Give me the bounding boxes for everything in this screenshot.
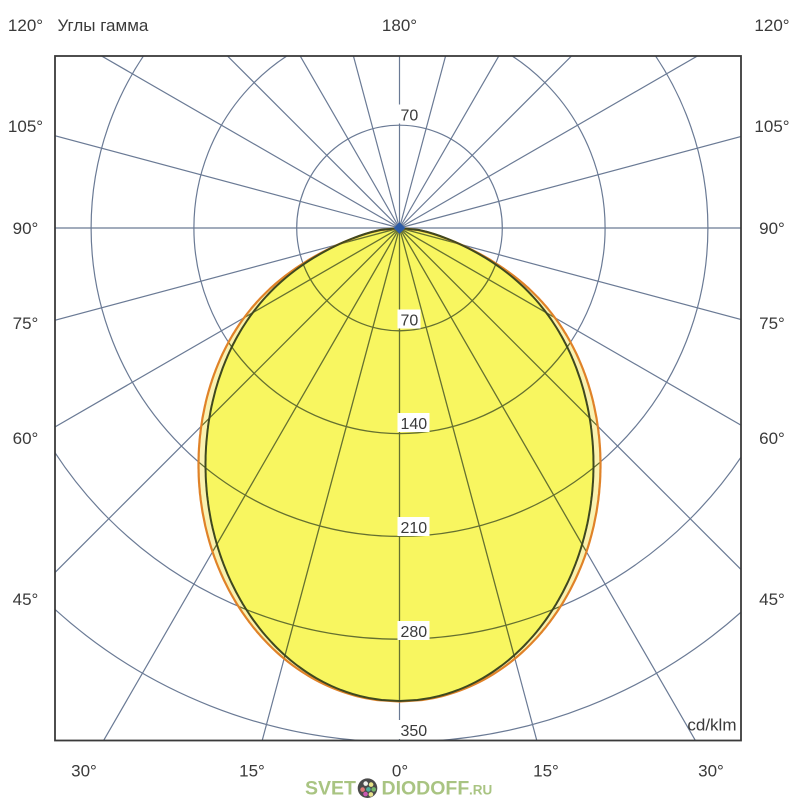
svg-text:140: 140 xyxy=(401,416,428,433)
svg-text:Углы гамма: Углы гамма xyxy=(58,16,149,35)
svg-text:280: 280 xyxy=(401,624,428,641)
svg-text:0°: 0° xyxy=(392,762,408,781)
svg-text:120°: 120° xyxy=(754,16,789,35)
svg-text:30°: 30° xyxy=(71,762,97,781)
svg-text:120°: 120° xyxy=(8,16,43,35)
svg-text:70: 70 xyxy=(401,313,419,330)
svg-text:90°: 90° xyxy=(13,219,39,238)
svg-text:SVET: SVET xyxy=(305,778,356,800)
svg-text:15°: 15° xyxy=(239,762,265,781)
svg-text:105°: 105° xyxy=(8,117,43,136)
svg-text:70: 70 xyxy=(401,108,419,125)
svg-text:180°: 180° xyxy=(382,16,417,35)
svg-text:60°: 60° xyxy=(759,429,785,448)
svg-text:105°: 105° xyxy=(754,117,789,136)
svg-text:30°: 30° xyxy=(698,762,724,781)
svg-text:DIODOFF: DIODOFF xyxy=(382,778,470,800)
svg-text:45°: 45° xyxy=(759,590,785,609)
svg-text:210: 210 xyxy=(401,520,428,537)
svg-text:cd/klm: cd/klm xyxy=(687,716,736,735)
svg-text:45°: 45° xyxy=(13,590,39,609)
svg-text:75°: 75° xyxy=(759,314,785,333)
svg-text:60°: 60° xyxy=(13,429,39,448)
svg-text:75°: 75° xyxy=(13,314,39,333)
svg-text:.RU: .RU xyxy=(469,783,492,798)
svg-text:90°: 90° xyxy=(759,219,785,238)
svg-text:350: 350 xyxy=(401,723,428,740)
svg-text:15°: 15° xyxy=(533,762,559,781)
